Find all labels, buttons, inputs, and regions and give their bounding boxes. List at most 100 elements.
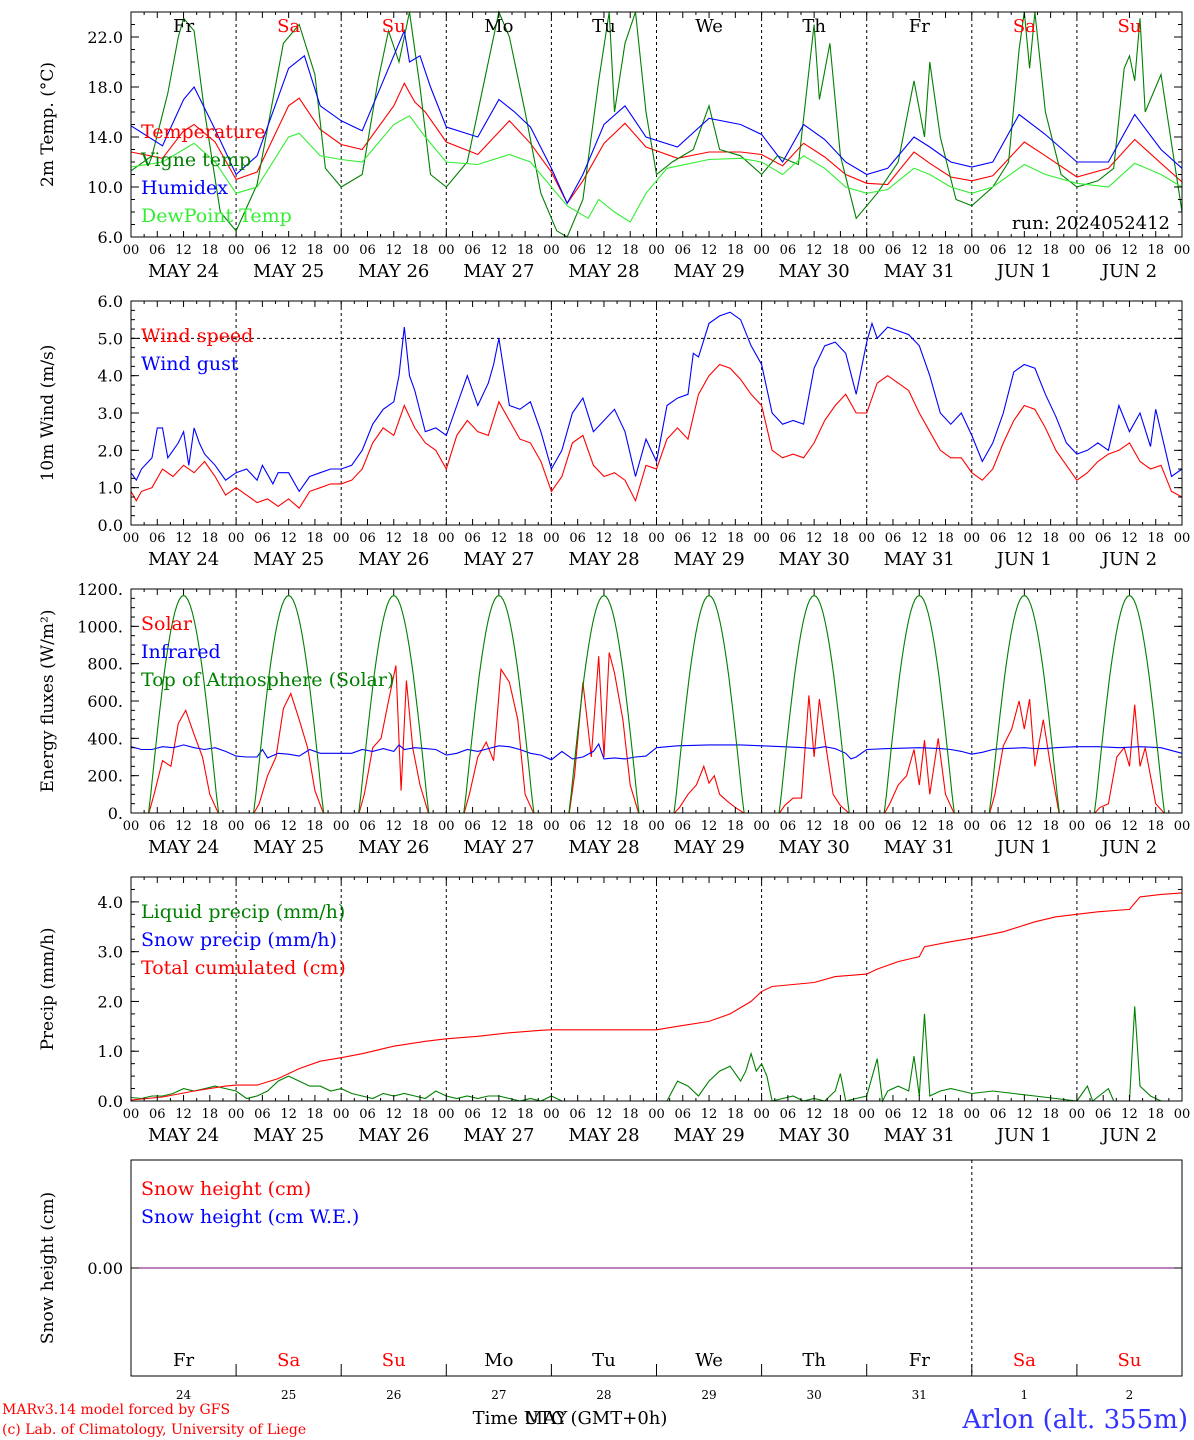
y-tick-label: 2.0 bbox=[98, 441, 123, 460]
y-tick-label: 0.0 bbox=[98, 516, 123, 535]
hour-tick-label: 12 bbox=[596, 243, 613, 258]
day-label: MAY 30 bbox=[779, 1125, 850, 1146]
day-label: MAY 29 bbox=[673, 549, 744, 570]
day-number-label: 28 bbox=[596, 1388, 611, 1402]
hour-tick-label: 18 bbox=[727, 819, 744, 834]
hour-tick-label: 18 bbox=[1042, 819, 1059, 834]
day-label: JUN 2 bbox=[1100, 837, 1157, 858]
day-label: MAY 30 bbox=[779, 261, 850, 282]
hour-tick-label: 00 bbox=[123, 1107, 140, 1122]
legend: Liquid precip (mm/h) Snow precip (mm/h) To… bbox=[141, 901, 346, 979]
hour-tick-label: 00 bbox=[543, 819, 560, 834]
legend: Solar Infrared Top of Atmosphere (Solar) bbox=[141, 613, 394, 691]
series-line-infrared bbox=[130, 742, 1183, 761]
x-ticks: 00 06 12 18 00 06 12 18 00 06 12 18 00 06 12 18 00 06 12 18… bbox=[123, 12, 1190, 282]
weekday-label: Fr bbox=[173, 16, 194, 37]
day-label: JUN 2 bbox=[1100, 261, 1157, 282]
weekday-label: Sa bbox=[277, 16, 300, 37]
hour-tick-label: 06 bbox=[990, 819, 1007, 834]
hour-tick-label: 18 bbox=[622, 243, 639, 258]
weekday-label: Th bbox=[802, 16, 826, 37]
day-label: MAY 27 bbox=[463, 261, 534, 282]
day-number-label: 31 bbox=[912, 1388, 927, 1402]
hour-tick-label: 12 bbox=[385, 819, 402, 834]
day-number-label: 25 bbox=[281, 1388, 296, 1402]
hour-tick-label: 18 bbox=[937, 243, 954, 258]
hour-tick-label: 00 bbox=[648, 243, 665, 258]
hour-tick-label: 18 bbox=[937, 819, 954, 834]
weekday-label: Su bbox=[1117, 1350, 1141, 1371]
hour-tick-label: 00 bbox=[1069, 243, 1086, 258]
hour-tick-label: 12 bbox=[280, 531, 297, 546]
day-label: MAY 24 bbox=[148, 549, 219, 570]
hour-tick-label: 00 bbox=[438, 243, 455, 258]
hour-tick-label: 18 bbox=[307, 531, 324, 546]
hour-tick-label: 12 bbox=[491, 531, 508, 546]
hour-tick-label: 12 bbox=[385, 1107, 402, 1122]
hour-tick-label: 06 bbox=[780, 243, 797, 258]
day-label: MAY 28 bbox=[568, 1125, 639, 1146]
hour-tick-label: 00 bbox=[228, 243, 245, 258]
hour-tick-label: 12 bbox=[1016, 243, 1033, 258]
series-line-temperature bbox=[130, 82, 1183, 205]
y-tick-label: 14.0 bbox=[87, 128, 123, 147]
weekday-label: Sa bbox=[1013, 1350, 1036, 1371]
panel-3: 00 06 12 18 00 06 12 18 00 06 12 18 00 06 12 18 00 06 12 18… bbox=[38, 580, 1190, 858]
y-tick-label: 4.0 bbox=[98, 893, 123, 912]
hour-tick-label: 00 bbox=[228, 1107, 245, 1122]
day-label: JUN 1 bbox=[995, 549, 1052, 570]
hour-tick-label: 12 bbox=[385, 243, 402, 258]
hour-tick-label: 00 bbox=[438, 1107, 455, 1122]
hour-tick-label: 00 bbox=[648, 819, 665, 834]
day-label: MAY 29 bbox=[673, 837, 744, 858]
series-line-wind-gust bbox=[130, 311, 1183, 493]
hour-tick-label: 12 bbox=[1016, 819, 1033, 834]
series-line-humidex bbox=[130, 28, 1183, 205]
hour-tick-label: 12 bbox=[701, 1107, 718, 1122]
hour-tick-label: 06 bbox=[359, 819, 376, 834]
hour-tick-label: 06 bbox=[254, 819, 271, 834]
hour-tick-label: 00 bbox=[858, 1107, 875, 1122]
hour-tick-label: 06 bbox=[254, 531, 271, 546]
hour-tick-label: 06 bbox=[464, 531, 481, 546]
y-tick-label: 0. bbox=[108, 804, 123, 823]
plot-frame bbox=[130, 588, 1183, 814]
legend-entry: Total cumulated (cm) bbox=[141, 957, 346, 979]
y-tick-label: 1000. bbox=[77, 617, 123, 636]
series-line-vigne-temp bbox=[130, 10, 1183, 238]
x-ticks: 00 06 12 18 00 06 12 18 00 06 12 18 00 06 12 18 00 06 12 18… bbox=[123, 301, 1191, 570]
day-label: MAY 26 bbox=[358, 837, 429, 858]
y-ticks: 0.00 bbox=[87, 1259, 1182, 1278]
day-label: JUN 1 bbox=[995, 837, 1052, 858]
legend: Wind speed Wind gust bbox=[141, 325, 253, 375]
hour-tick-label: 00 bbox=[858, 819, 875, 834]
hour-tick-label: 18 bbox=[202, 243, 219, 258]
hour-tick-label: 18 bbox=[1147, 531, 1164, 546]
hour-tick-label: 00 bbox=[753, 1107, 770, 1122]
hour-tick-label: 06 bbox=[464, 1107, 481, 1122]
hour-tick-label: 00 bbox=[1174, 531, 1191, 546]
panel-2: 00 06 12 18 00 06 12 18 00 06 12 18 00 06 12 18 00 06 12 18… bbox=[38, 292, 1190, 570]
hour-tick-label: 12 bbox=[280, 1107, 297, 1122]
series-line-dewpoint-temp bbox=[130, 115, 1183, 223]
day-number-label: 27 bbox=[491, 1388, 506, 1402]
day-label: MAY 31 bbox=[884, 1125, 955, 1146]
hour-tick-label: 12 bbox=[596, 819, 613, 834]
hour-tick-label: 06 bbox=[675, 819, 692, 834]
weekday-label: Mo bbox=[484, 16, 513, 37]
day-label: MAY 26 bbox=[358, 549, 429, 570]
day-label: MAY 25 bbox=[253, 1125, 324, 1146]
chart-panels: 00 06 12 18 00 06 12 18 00 06 12 18 00 06 12 18 00 06 12 18… bbox=[38, 10, 1190, 1402]
hour-tick-label: 18 bbox=[622, 819, 639, 834]
hour-tick-label: 12 bbox=[1121, 243, 1138, 258]
series-line-solar bbox=[131, 652, 1182, 814]
hour-tick-label: 06 bbox=[885, 819, 902, 834]
day-label: MAY 28 bbox=[568, 549, 639, 570]
hour-tick-label: 06 bbox=[675, 1107, 692, 1122]
hour-tick-label: 12 bbox=[175, 1107, 192, 1122]
station-label: Arlon (alt. 355m) bbox=[961, 1405, 1188, 1435]
hour-tick-label: 12 bbox=[491, 243, 508, 258]
hour-tick-label: 06 bbox=[359, 1107, 376, 1122]
legend-entry: Humidex bbox=[141, 177, 228, 199]
hour-tick-label: 00 bbox=[964, 243, 981, 258]
